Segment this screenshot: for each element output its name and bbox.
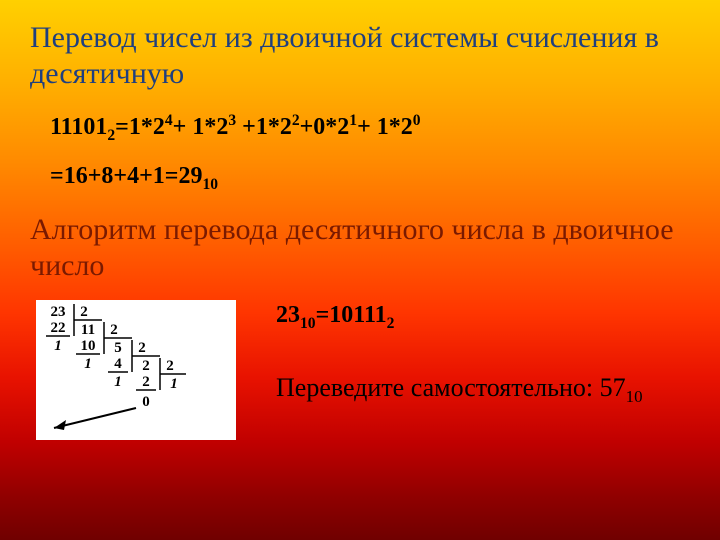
sum-p1: 8 xyxy=(101,163,113,189)
d2-rem: 1 xyxy=(84,356,92,372)
term1-exp: 3 xyxy=(228,112,236,129)
result-a: 23 xyxy=(276,302,300,328)
d1-rem: 1 xyxy=(54,338,62,354)
source-base: 2 xyxy=(107,127,115,144)
sum-formula: =16+8+4+1=2910 xyxy=(50,163,690,194)
exercise-base: 10 xyxy=(626,388,643,407)
expansion-formula: 111012=1*24+ 1*23 +1*22+0*21+ 1*20 xyxy=(50,112,690,145)
d1-sub: 22 xyxy=(51,320,66,336)
sum-result-base: 10 xyxy=(202,176,218,193)
term0-exp: 4 xyxy=(165,112,173,129)
exercise-value: 57 xyxy=(600,373,626,402)
term1-base: 2 xyxy=(216,114,228,140)
slide: Перевод чисел из двоичной системы счисле… xyxy=(0,0,720,540)
d4-quotient: 1 xyxy=(170,376,178,392)
d2-divisor: 2 xyxy=(110,322,118,338)
term4-coef: 1 xyxy=(377,114,389,140)
d4-rem: 0 xyxy=(142,394,150,410)
exercise-text: Переведите самостоятельно: 5710 xyxy=(276,372,690,407)
division-svg: 23 22 1 2 11 10 1 2 5 xyxy=(36,300,236,440)
d4-dividend: 2 xyxy=(142,358,150,374)
lower-row: 23 22 1 2 11 10 1 2 5 xyxy=(30,300,690,440)
d1-divisor: 2 xyxy=(80,304,88,320)
term2-coef: 1 xyxy=(256,114,268,140)
term4-exp: 0 xyxy=(413,112,421,129)
term0-base: 2 xyxy=(153,114,165,140)
term4-base: 2 xyxy=(401,114,413,140)
result-b-base: 2 xyxy=(387,314,395,331)
d3-dividend: 5 xyxy=(114,340,122,356)
sum-p3: 1 xyxy=(153,163,165,189)
d2-dividend: 11 xyxy=(81,322,95,338)
term3-base: 2 xyxy=(337,114,349,140)
sum-p2: 4 xyxy=(127,163,139,189)
d3-rem: 1 xyxy=(114,374,122,390)
lower-right-column: 2310=101112 Переведите самостоятельно: 5… xyxy=(276,300,690,408)
heading-decimal-to-binary: Алгоритм перевода десятичного числа в дв… xyxy=(30,212,690,284)
term0-coef: 1 xyxy=(129,114,141,140)
heading-binary-to-decimal: Перевод чисел из двоичной системы счисле… xyxy=(30,20,690,92)
d4-divisor: 2 xyxy=(166,358,174,374)
d3-divisor: 2 xyxy=(138,340,146,356)
d3-sub: 4 xyxy=(114,356,122,372)
conversion-result: 2310=101112 xyxy=(276,302,690,333)
source-number: 11101 xyxy=(50,114,107,140)
term2-exp: 2 xyxy=(292,112,300,129)
d2-sub: 10 xyxy=(81,338,96,354)
sum-result: 29 xyxy=(178,163,202,189)
result-a-base: 10 xyxy=(300,314,316,331)
term3-coef: 0 xyxy=(313,114,325,140)
result-b: 10111 xyxy=(329,302,386,328)
sum-p0: 16 xyxy=(64,163,88,189)
d1-dividend: 23 xyxy=(51,304,66,320)
long-division-diagram: 23 22 1 2 11 10 1 2 5 xyxy=(36,300,236,440)
term1-coef: 1 xyxy=(192,114,204,140)
exercise-prefix: Переведите самостоятельно: xyxy=(276,373,600,402)
term2-base: 2 xyxy=(280,114,292,140)
term3-exp: 1 xyxy=(349,112,357,129)
d4-sub: 2 xyxy=(142,374,150,390)
